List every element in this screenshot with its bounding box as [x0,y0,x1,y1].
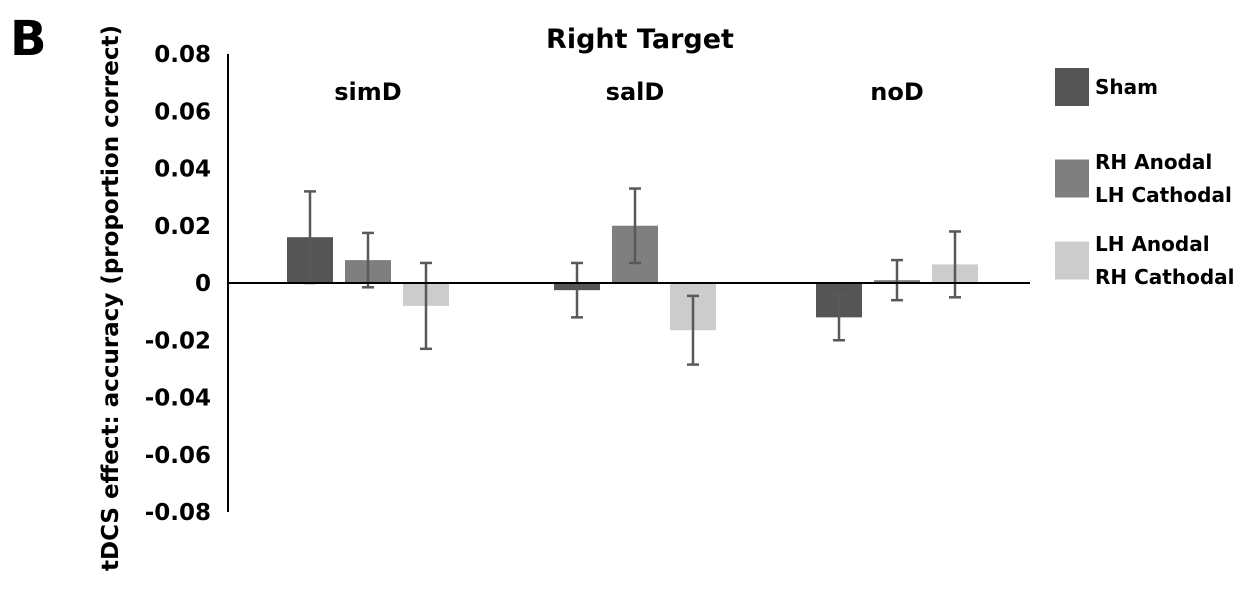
y-tick-label: 0.04 [154,157,211,183]
legend: Sham RH Anodal LH Cathodal LH Anodal RH Cath… [1055,68,1234,289]
bars [287,225,978,331]
legend-swatch [1055,159,1089,198]
y-tick-label: -0.06 [145,443,211,469]
error-bar [891,258,903,302]
error-bar [362,231,374,289]
y-tick-label: -0.02 [145,328,211,354]
error-bar [687,294,699,366]
y-tick-labels: 0.08 0.06 0.04 0.02 0 -0.02 -0.04 -0.06 -0.08 [145,42,211,526]
y-axis-label: tDCS effect: accuracy (proportion correc… [98,25,124,571]
category-label: noD [870,78,924,106]
chart-title: Right Target [546,24,734,55]
panel-label: B [10,11,47,67]
legend-label: LH Anodal [1095,232,1210,256]
category-label: salD [606,78,665,106]
legend-label: RH Cathodal [1095,265,1234,289]
legend-swatch [1055,68,1089,106]
legend-item: RH Anodal LH Cathodal [1055,150,1232,207]
legend-label: Sham [1095,75,1158,99]
category-label: simD [334,78,401,106]
error-bar [420,261,432,351]
error-bar [949,230,961,299]
category-labels: simD salD noD [334,78,923,106]
y-tick-label: -0.08 [145,500,211,526]
y-tick-label: 0.02 [154,214,211,240]
legend-swatch [1055,241,1089,280]
legend-item: LH Anodal RH Cathodal [1055,232,1234,289]
error-bars [304,187,961,366]
error-bar [629,187,641,265]
legend-item: Sham [1055,68,1158,106]
error-bar [571,261,583,319]
error-bar [833,293,845,342]
y-tick-label: 0 [195,271,211,297]
legend-label: RH Anodal [1095,150,1212,174]
y-tick-label: -0.04 [145,386,211,412]
y-tick-label: 0.08 [154,42,211,68]
legend-label: LH Cathodal [1095,183,1232,207]
y-tick-label: 0.06 [154,99,211,125]
